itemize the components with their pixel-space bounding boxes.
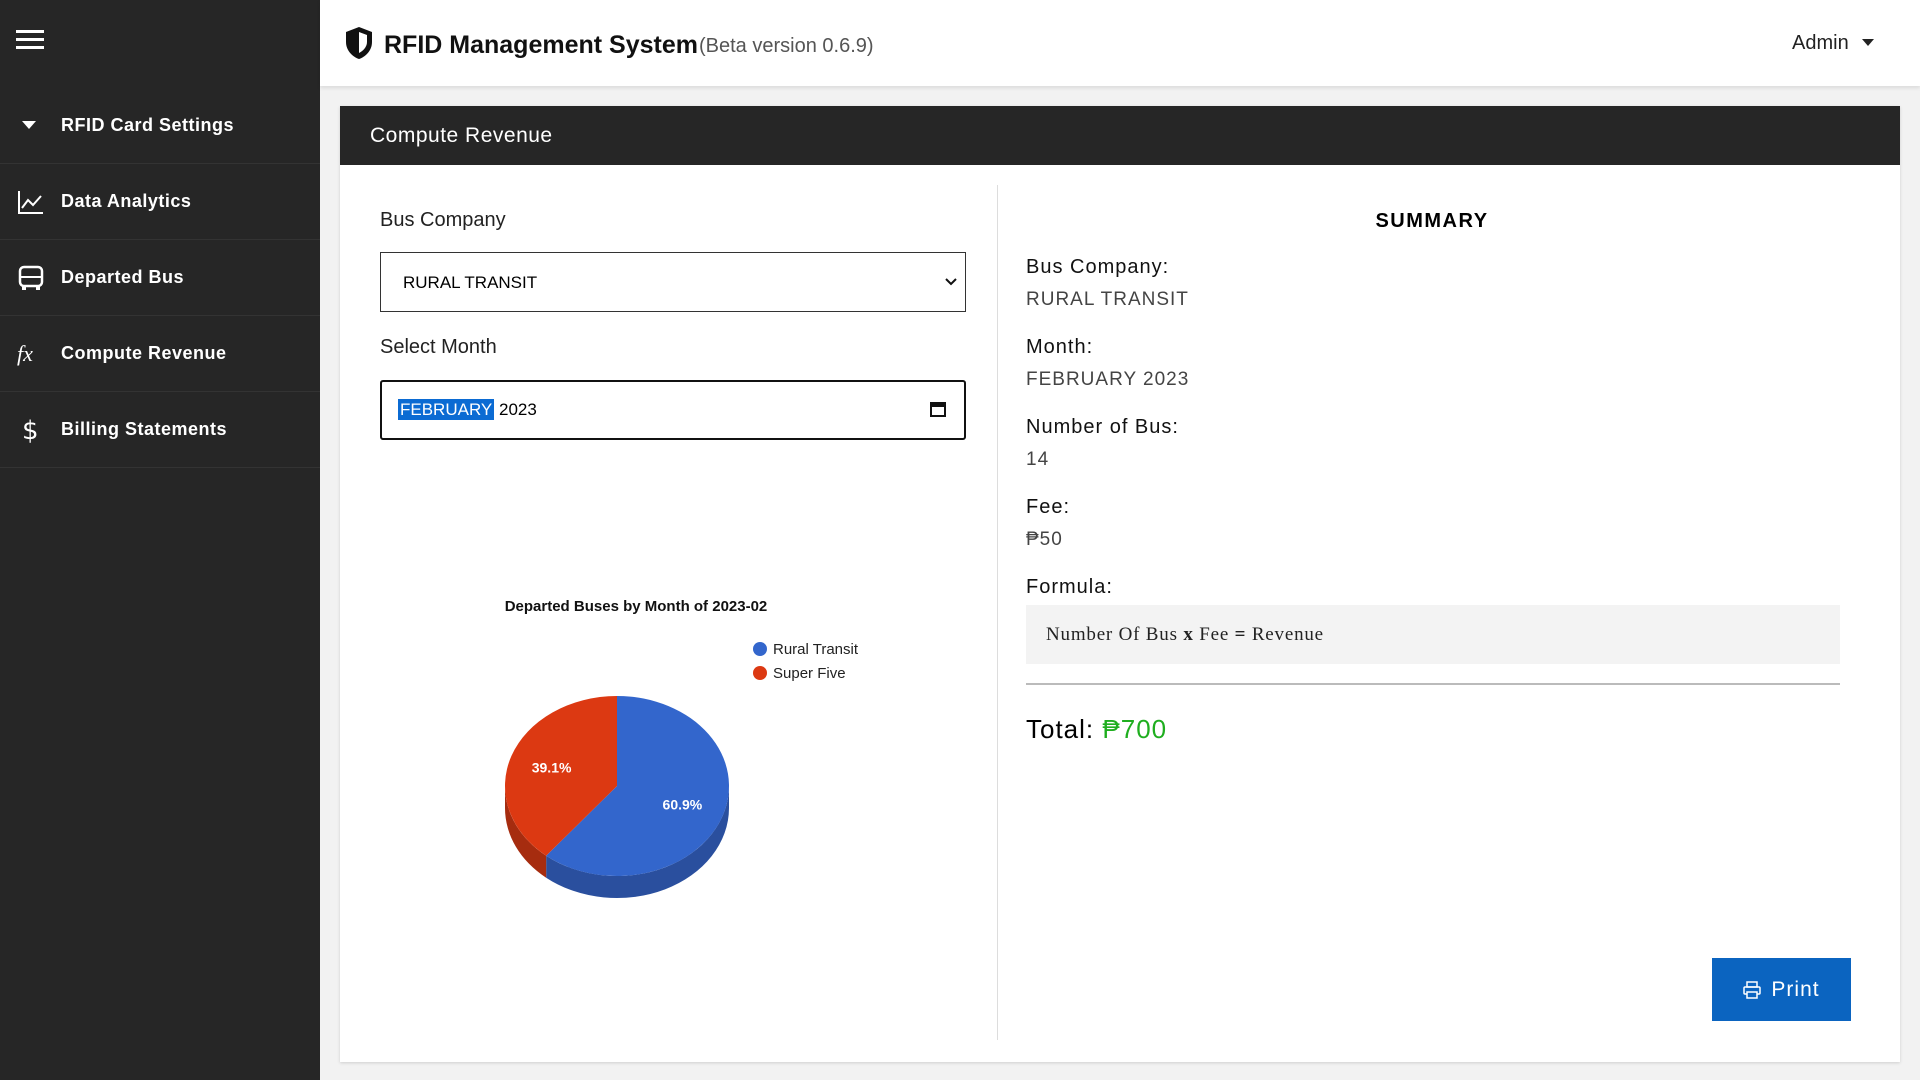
summary-label: Bus Company: (1026, 256, 1170, 278)
nav-item[interactable]: RFID Card Settings (0, 88, 320, 164)
nav-label: Compute Revenue (61, 343, 227, 363)
field-label: Select Month (380, 336, 497, 358)
card: Compute Revenue Bus Company RURAL TRANSI… (340, 106, 1900, 1062)
nav-item[interactable]: fx Compute Revenue (0, 316, 320, 392)
card-header: Compute Revenue (340, 106, 1900, 165)
formula-operator: x (1183, 624, 1194, 645)
app-version: (Beta version 0.6.9) (699, 35, 874, 57)
total-value: ₱700 (1102, 714, 1168, 744)
formula-term: Fee (1199, 624, 1230, 645)
month-segment: FEBRUARY (398, 399, 495, 420)
year-segment: 2023 (499, 400, 537, 419)
summary-label: Formula: (1026, 576, 1113, 598)
nav-item[interactable]: Departed Bus (0, 240, 320, 316)
card-title: Compute Revenue (370, 124, 553, 147)
svg-text:fx: fx (17, 341, 33, 366)
top-bar: RFID Management System (Beta version 0.6… (320, 0, 1920, 86)
pie-chart: Departed Buses by Month of 2023-02 60.9% 3… (505, 598, 859, 898)
summary-value: ₱50 (1026, 529, 1063, 550)
formula-operator: = (1234, 624, 1247, 645)
menu-icon[interactable] (16, 28, 44, 50)
printer-icon (1743, 980, 1762, 999)
summary-value: 14 (1026, 449, 1050, 470)
sidebar: RFID Card Settings Data Analytics Depart… (0, 0, 320, 1080)
pie-side (505, 786, 547, 878)
nav-item[interactable]: $ Billing Statements (0, 392, 320, 468)
dropdown-caret (1862, 39, 1874, 46)
slice-label: 60.9% (663, 797, 703, 813)
pie-slice (546, 696, 729, 876)
nav-label: RFID Card Settings (61, 115, 235, 135)
summary-title-text: SUMMARY (1375, 210, 1489, 232)
total: Total: ₱700 (1026, 714, 1167, 745)
nav-label: Billing Statements (61, 419, 228, 439)
nav-item[interactable]: Data Analytics (0, 164, 320, 240)
total-label: Total: (1026, 714, 1095, 744)
chart-title: Departed Buses by Month of 2023-02 (505, 598, 768, 615)
formula-box: Number Of Bus x Fee = Revenue (1026, 605, 1840, 664)
pie-slice (505, 696, 617, 856)
select-value: RURAL TRANSIT (403, 273, 538, 292)
legend-label: Super Five (773, 665, 846, 682)
legend-marker (753, 666, 767, 680)
app-title: RFID Management System (384, 31, 698, 59)
print-button[interactable]: Print (1712, 958, 1851, 1021)
separator (1026, 683, 1840, 685)
pie-side (546, 786, 729, 898)
nav-label: Data Analytics (61, 191, 192, 211)
legend-label: Rural Transit (773, 641, 859, 658)
company-select[interactable]: RURAL TRANSIT (380, 252, 966, 312)
nav-label: Departed Bus (61, 267, 185, 287)
summary-value: RURAL TRANSIT (1026, 289, 1189, 310)
calendar-icon[interactable] (930, 401, 946, 417)
summary-value: FEBRUARY 2023 (1026, 369, 1190, 390)
summary-label: Fee: (1026, 496, 1071, 518)
formula-term: Revenue (1251, 624, 1324, 645)
svg-text:$: $ (22, 416, 39, 445)
summary-label: Month: (1026, 336, 1094, 358)
column-divider (997, 185, 998, 1040)
slice-label: 39.1% (532, 759, 572, 775)
user-menu[interactable]: Admin (1792, 32, 1849, 54)
field-label: Bus Company (380, 209, 506, 231)
summary-label: Number of Bus: (1026, 416, 1179, 438)
formula-term: Number Of Bus (1046, 624, 1178, 645)
month-input[interactable]: FEBRUARY 2023 (380, 380, 966, 440)
legend-marker (753, 642, 767, 656)
shield-logo (346, 27, 372, 59)
print-label: Print (1771, 977, 1820, 1001)
